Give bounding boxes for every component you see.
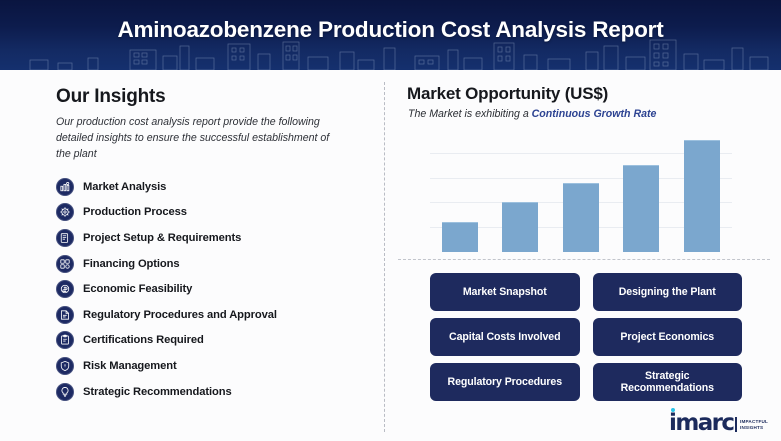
chart-bar — [684, 140, 720, 252]
logo-text: imarc — [669, 410, 735, 437]
insight-item-economic-feasibility[interactable]: Economic Feasibility — [56, 276, 376, 302]
city-skyline-graphic — [29, 39, 769, 70]
insight-item-regulatory-procedures[interactable]: Regulatory Procedures and Approval — [56, 302, 376, 328]
strategic-recommendations-icon — [56, 382, 74, 401]
insight-label: Strategic Recommendations — [83, 385, 232, 398]
insight-item-project-setup[interactable]: Project Setup & Requirements — [56, 225, 376, 251]
insight-item-risk-management[interactable]: Risk Management — [56, 353, 376, 379]
regulatory-procedures-icon — [56, 305, 74, 324]
chart-bar — [563, 183, 599, 252]
button-regulatory-procedures[interactable]: Regulatory Procedures — [430, 363, 580, 401]
insight-label: Regulatory Procedures and Approval — [83, 308, 277, 321]
vertical-divider — [384, 82, 385, 432]
chart-gridline — [430, 153, 732, 154]
logo-wordmark: imarc — [669, 408, 735, 437]
economic-feasibility-icon — [56, 280, 74, 299]
insight-item-strategic-recommendations[interactable]: Strategic Recommendations — [56, 379, 376, 405]
insight-label: Certifications Required — [83, 334, 204, 347]
report-title: Aminoazobenzene Production Cost Analysis… — [117, 17, 664, 42]
topics-button-grid: Market Snapshot Designing the Plant Capi… — [430, 273, 742, 401]
logo-accent-dot — [671, 408, 676, 413]
button-capital-costs-involved[interactable]: Capital Costs Involved — [430, 318, 580, 356]
horizontal-divider — [398, 259, 770, 260]
financing-options-icon — [56, 254, 74, 273]
header-banner: Aminoazobenzene Production Cost Analysis… — [0, 0, 781, 70]
chart-gridline — [430, 178, 732, 179]
logo-tagline-line2: INSIGHTS — [740, 424, 764, 430]
chart-bar — [623, 165, 659, 252]
logo-divider — [735, 417, 737, 432]
logo-tagline-line1: IMPACTFUL — [740, 418, 768, 424]
market-opportunity-heading: Market Opportunity (US$) — [407, 84, 609, 103]
button-designing-the-plant[interactable]: Designing the Plant — [592, 273, 742, 311]
chart-bar — [442, 222, 478, 252]
insight-item-financing-options[interactable]: Financing Options — [56, 251, 376, 277]
insight-label: Economic Feasibility — [83, 283, 193, 296]
insights-panel: Our Insights Our production cost analysi… — [0, 70, 384, 441]
chart-bar — [502, 202, 538, 252]
button-project-economics[interactable]: Project Economics — [592, 318, 742, 356]
risk-management-icon — [56, 356, 74, 375]
insights-heading: Our Insights — [56, 86, 166, 107]
market-opportunity-panel: Market Opportunity (US$) The Market is e… — [384, 70, 781, 441]
insights-list: Market Analysis Production Process — [56, 174, 376, 404]
insight-label: Market Analysis — [83, 180, 167, 193]
market-analysis-icon — [56, 177, 74, 196]
imarc-logo: imarc IMPACTFUL INSIGHTS — [669, 408, 768, 437]
insight-label: Financing Options — [83, 257, 180, 270]
button-market-snapshot[interactable]: Market Snapshot — [430, 273, 580, 311]
insight-label: Project Setup & Requirements — [83, 231, 242, 244]
button-strategic-recommendations[interactable]: Strategic Recommendations — [592, 363, 742, 401]
subtitle-highlight: Continuous Growth Rate — [531, 108, 657, 120]
logo-tagline: IMPACTFUL INSIGHTS — [740, 419, 768, 431]
insight-label: Production Process — [83, 206, 187, 219]
market-opportunity-subtitle: The Market is exhibiting a Continuous Gr… — [408, 108, 656, 120]
production-process-icon — [56, 203, 74, 222]
content-area: Our Insights Our production cost analysi… — [0, 70, 781, 441]
subtitle-prefix: The Market is exhibiting a — [408, 108, 532, 120]
insight-label: Risk Management — [83, 359, 177, 372]
market-opportunity-bar-chart — [408, 128, 758, 252]
insight-item-market-analysis[interactable]: Market Analysis — [56, 174, 376, 200]
insight-item-certifications-required[interactable]: Certifications Required — [56, 328, 376, 354]
insights-description: Our production cost analysis report prov… — [56, 116, 330, 161]
insight-item-production-process[interactable]: Production Process — [56, 200, 376, 226]
certifications-icon — [56, 331, 74, 350]
project-setup-icon — [56, 228, 74, 247]
